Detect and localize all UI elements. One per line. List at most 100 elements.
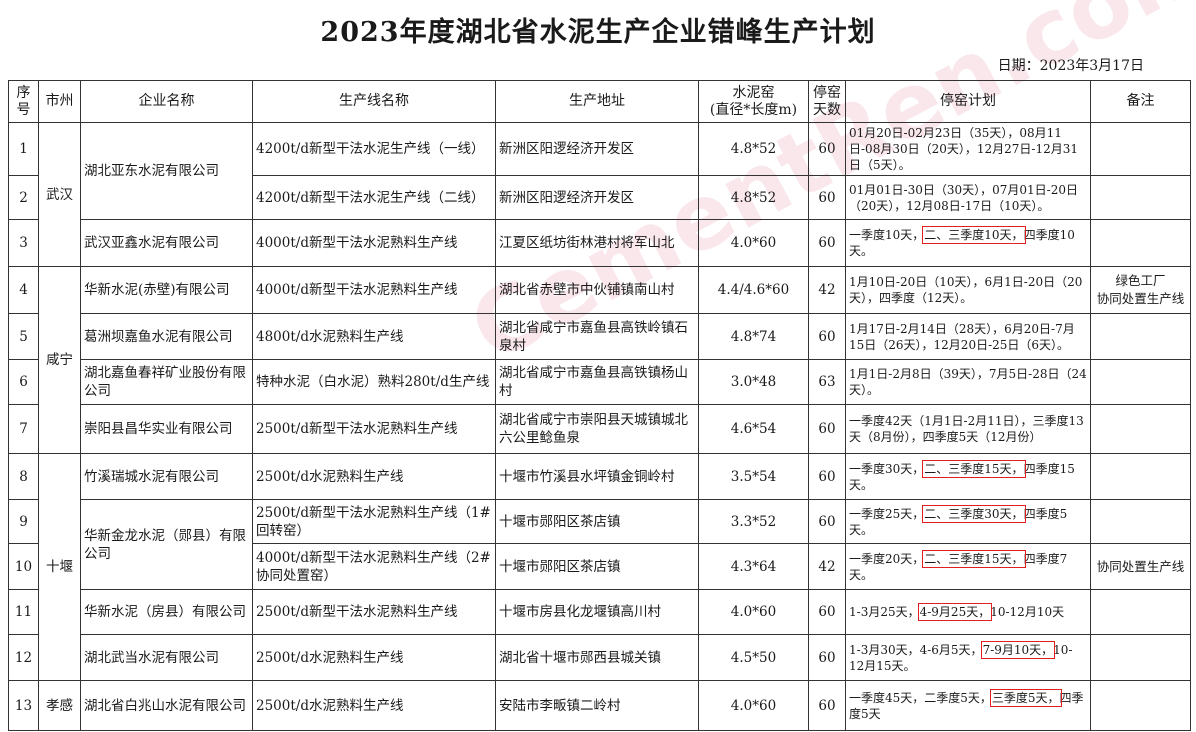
cell-plan: 一季度20天，二、三季度15天，四季度7天。 <box>845 543 1091 590</box>
cell-days: 60 <box>808 404 846 454</box>
cell-days: 60 <box>808 453 846 500</box>
cell-note <box>1090 122 1191 176</box>
cell-days: 60 <box>808 680 846 731</box>
cell-kiln: 4.8*52 <box>698 175 809 220</box>
cell-kiln: 4.8*74 <box>698 313 809 360</box>
cell-no: 6 <box>8 359 39 405</box>
header-plan: 停窑计划 <box>845 80 1091 123</box>
cell-no: 10 <box>8 543 39 590</box>
cell-plan: 一季度30天，二、三季度15天，四季度15天。 <box>845 453 1091 500</box>
cell-note <box>1090 359 1191 405</box>
cell-company: 华新金龙水泥（郧县）有限公司 <box>80 499 253 590</box>
cell-address: 十堰市房县化龙堰镇高川村 <box>495 589 699 635</box>
cell-line: 2500t/d新型干法水泥熟料生产线（1#回转窑） <box>252 499 496 544</box>
production-plan-table: 序号 市州 企业名称 生产线名称 生产地址 水泥窑 (直径*长度m) 停窑 天数 停窑计划 备注… <box>8 80 1191 731</box>
cell-plan: 1月1日-2月8日（39天），7月5日-28日（24天）。 <box>845 359 1091 405</box>
plan-text: 一季度42天（1月1日-2月11日），三季度13天（8月份），四季度5天（12月… <box>849 414 1084 444</box>
cell-note <box>1090 680 1191 731</box>
cell-company: 崇阳县昌华实业有限公司 <box>80 404 253 454</box>
cell-company: 竹溪瑞城水泥有限公司 <box>80 453 253 500</box>
plan-text: 10-12月15天。 <box>849 642 1073 673</box>
cell-line: 特种水泥（白水泥）熟料280t/d生产线 <box>252 359 496 405</box>
cell-line: 4200t/d新型干法水泥生产线（一线） <box>252 122 496 176</box>
cell-note <box>1090 313 1191 360</box>
cell-plan: 一季度42天（1月1日-2月11日），三季度13天（8月份），四季度5天（12月… <box>845 404 1091 454</box>
cell-days: 60 <box>808 499 846 544</box>
cell-plan: 01月01日-30日（30天），07月01日-20日（20天），12月08日-1… <box>845 175 1091 220</box>
plan-text: 1月1日-2月8日（39天），7月5日-28日（24天）。 <box>849 367 1087 397</box>
highlighted-period: 二、三季度30天， <box>922 504 1026 523</box>
highlighted-period: 二、三季度10天， <box>922 226 1026 244</box>
cell-kiln: 4.0*60 <box>698 680 809 731</box>
table-row: 3 武汉亚鑫水泥有限公司 4000t/d新型干法水泥熟料生产线 江夏区纸坊街林港村将军… <box>8 219 1191 267</box>
cell-line: 4800t/d水泥熟料生产线 <box>252 313 496 360</box>
cell-plan: 1-3月25天，4-9月25天，10-12月10天 <box>845 589 1091 635</box>
cell-days: 60 <box>808 219 846 267</box>
plan-text: 一季度45天，二季度5天， <box>849 690 992 705</box>
cell-note <box>1090 589 1191 635</box>
cell-line: 2500t/d新型干法水泥熟料生产线 <box>252 404 496 454</box>
cell-address: 湖北省咸宁市崇阳县天城镇城北六公里鲶鱼泉 <box>495 404 699 454</box>
cell-kiln: 3.5*54 <box>698 453 809 500</box>
cell-line: 4000t/d新型干法水泥熟料生产线 <box>252 219 496 267</box>
plan-text: 一季度25天， <box>849 506 925 521</box>
cell-plan: 1月10日-20日（10天），6月1日-20日（20天），四季度（12天）。 <box>845 266 1091 314</box>
cell-address: 十堰市郧阳区茶店镇 <box>495 543 699 590</box>
cell-line: 2500t/d水泥熟料生产线 <box>252 634 496 681</box>
table-row: 11 华新水泥（房县）有限公司 2500t/d新型干法水泥熟料生产线 十堰市房县化龙堰… <box>8 589 1191 635</box>
cell-note <box>1090 404 1191 454</box>
cell-days: 60 <box>808 589 846 635</box>
cell-company: 华新水泥(赤壁)有限公司 <box>80 266 253 314</box>
plan-text: 1月10日-20日（10天），6月1日-20日（20天），四季度（12天）。 <box>849 275 1083 305</box>
plan-text: 1-3月30天，4-6月5天， <box>849 642 983 657</box>
cell-city: 孝感 <box>38 680 81 731</box>
plan-text: 10-12月10天 <box>990 605 1065 619</box>
header-company: 企业名称 <box>80 80 253 123</box>
header-note: 备注 <box>1090 80 1191 123</box>
cell-days: 42 <box>808 543 846 590</box>
cell-no: 8 <box>8 453 39 500</box>
table-row: 12 湖北武当水泥有限公司 2500t/d水泥熟料生产线 湖北省十堰市郧西县城关镇 4.… <box>8 634 1191 681</box>
plan-text: 一季度20天， <box>849 551 925 566</box>
cell-note <box>1090 634 1191 681</box>
cell-line: 2500t/d水泥熟料生产线 <box>252 680 496 731</box>
cell-city: 十堰 <box>38 453 81 681</box>
plan-text: 四季度15天。 <box>849 461 1075 492</box>
plan-text: 一季度30天， <box>849 461 925 476</box>
header-line: 生产线名称 <box>252 80 496 123</box>
header-city: 市州 <box>38 80 81 123</box>
table-row: 1 武汉 湖北亚东水泥有限公司 4200t/d新型干法水泥生产线（一线） 新洲区阳逻经济… <box>8 122 1191 267</box>
plan-text: 1月17日-2月14日（28天），6月20日-7月15日（26天），12月20日… <box>849 321 1075 352</box>
header-address: 生产地址 <box>495 80 699 123</box>
plan-text: 四季度5天。 <box>849 506 1068 537</box>
table-row: 7 崇阳县昌华实业有限公司 2500t/d新型干法水泥熟料生产线 湖北省咸宁市崇阳县天… <box>8 404 1191 454</box>
table-row: 4 咸宁 华新水泥(赤壁)有限公司 4000t/d新型干法水泥熟料生产线 湖北省赤壁市中… <box>8 266 1191 454</box>
cell-address: 新洲区阳逻经济开发区 <box>495 122 699 176</box>
cell-address: 湖北省咸宁市嘉鱼县高铁镇杨山村 <box>495 359 699 405</box>
document-date: 日期：2023年3月17日 <box>997 58 1144 74</box>
table-row: 9 华新金龙水泥（郧县）有限公司 2500t/d新型干法水泥熟料生产线（1#回转窑）… <box>8 499 1191 590</box>
cell-company: 华新水泥（房县）有限公司 <box>80 589 253 635</box>
cell-city: 武汉 <box>38 122 81 267</box>
cell-plan: 一季度10天，二、三季度10天，四季度10天。 <box>845 219 1091 267</box>
highlighted-period: 4-9月25天， <box>917 603 993 621</box>
cell-address: 湖北省十堰市郧西县城关镇 <box>495 634 699 681</box>
header-no: 序号 <box>8 80 39 123</box>
cell-kiln: 4.0*60 <box>698 589 809 635</box>
cell-no: 9 <box>8 499 39 544</box>
plan-text: 四季度7天。 <box>849 551 1068 582</box>
cell-address: 安陆市李畈镇二岭村 <box>495 680 699 731</box>
cell-kiln: 4.8*52 <box>698 122 809 176</box>
cell-note <box>1090 453 1191 500</box>
cell-kiln: 4.4/4.6*60 <box>698 266 809 314</box>
cell-kiln: 3.3*52 <box>698 499 809 544</box>
cell-days: 60 <box>808 313 846 360</box>
cell-plan: 一季度25天，二、三季度30天，四季度5天。 <box>845 499 1091 544</box>
highlighted-period: 二、三季度15天， <box>922 459 1026 478</box>
cell-no: 1 <box>8 122 39 176</box>
cell-no: 13 <box>8 680 39 731</box>
table-row: 6 湖北嘉鱼春祥矿业股份有限公司 特种水泥（白水泥）熟料280t/d生产线 湖北省咸宁… <box>8 359 1191 405</box>
cell-kiln: 3.0*48 <box>698 359 809 405</box>
cell-plan: 1-3月30天，4-6月5天，7-9月10天，10-12月15天。 <box>845 634 1091 681</box>
page-title: 2023年度湖北省水泥生产企业错峰生产计划 <box>320 17 876 48</box>
